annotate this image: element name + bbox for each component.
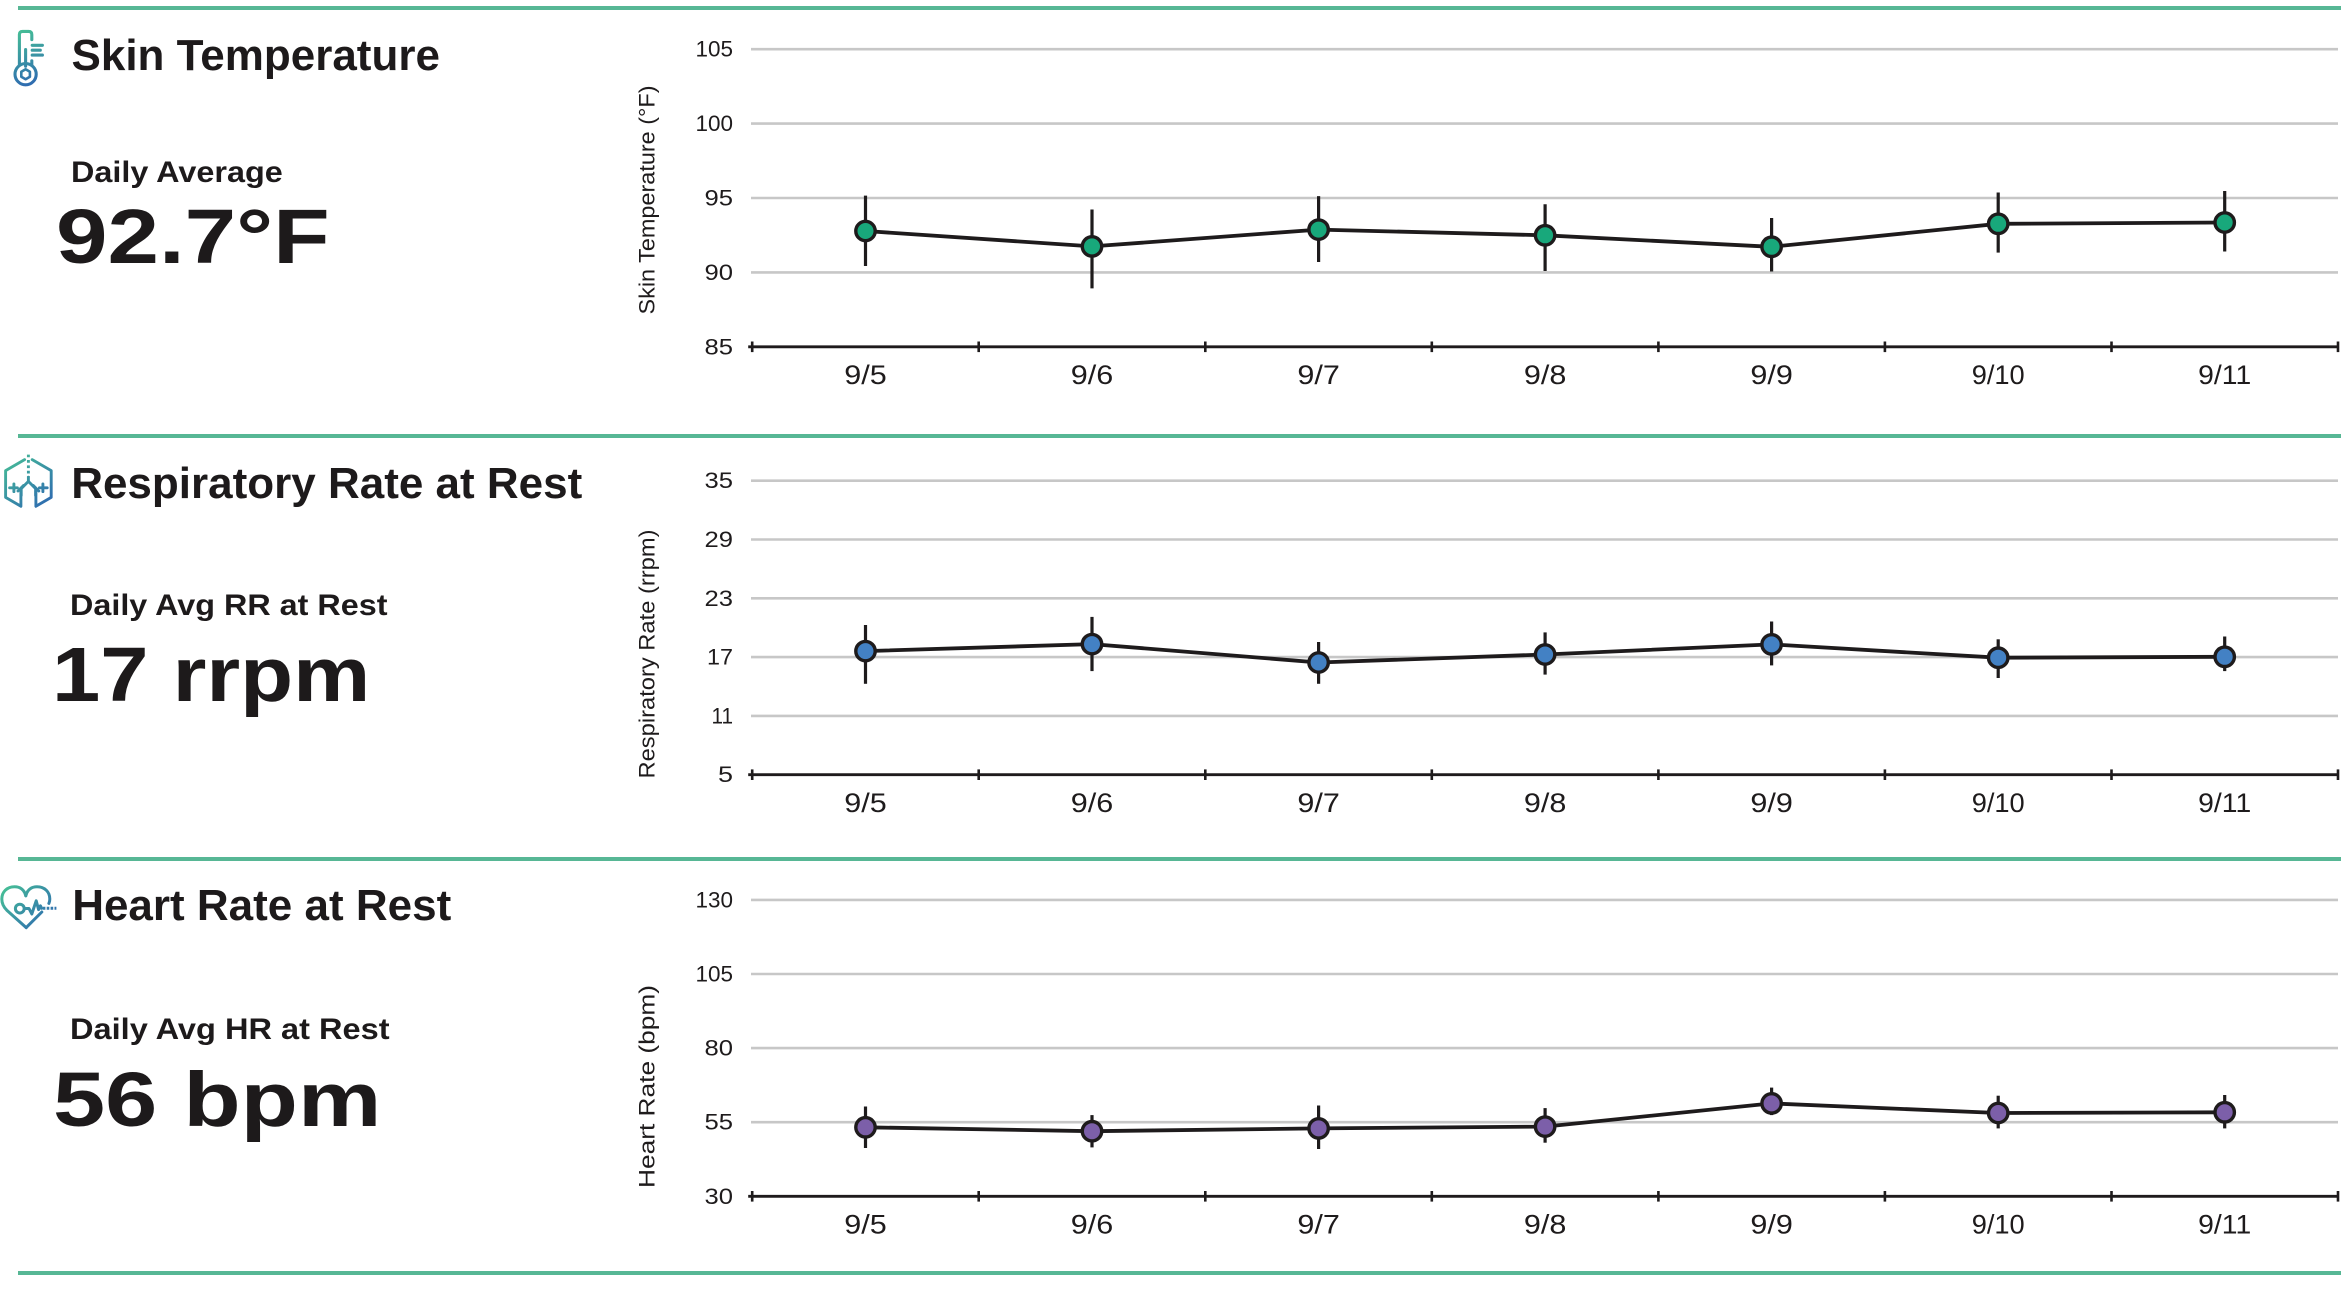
svg-text:9/8: 9/8 <box>1524 360 1567 390</box>
svg-text:9/5: 9/5 <box>844 360 887 390</box>
svg-text:9/6: 9/6 <box>1071 788 1114 818</box>
svg-text:105: 105 <box>696 37 734 62</box>
svg-text:9/7: 9/7 <box>1297 1210 1340 1240</box>
svg-text:9/11: 9/11 <box>2198 360 2251 390</box>
svg-text:23: 23 <box>705 586 734 611</box>
svg-text:5: 5 <box>718 762 733 787</box>
svg-text:9/10: 9/10 <box>1972 360 2025 390</box>
svg-text:30: 30 <box>705 1184 734 1209</box>
svg-text:Respiratory Rate (rrpm): Respiratory Rate (rrpm) <box>635 530 660 779</box>
svg-text:9/6: 9/6 <box>1071 1210 1114 1240</box>
svg-text:9/5: 9/5 <box>844 1210 887 1240</box>
svg-text:100: 100 <box>696 111 734 136</box>
svg-text:9/7: 9/7 <box>1297 788 1340 818</box>
svg-text:80: 80 <box>705 1036 734 1061</box>
svg-text:95: 95 <box>705 186 734 211</box>
svg-text:11: 11 <box>712 703 734 728</box>
svg-text:29: 29 <box>705 527 734 552</box>
svg-text:85: 85 <box>705 334 734 359</box>
svg-text:9/7: 9/7 <box>1297 360 1340 390</box>
svg-text:9/6: 9/6 <box>1071 360 1114 390</box>
svg-text:9/9: 9/9 <box>1750 1210 1793 1240</box>
svg-text:35: 35 <box>705 468 734 493</box>
svg-text:9/8: 9/8 <box>1524 1210 1567 1240</box>
svg-text:9/10: 9/10 <box>1972 1210 2025 1240</box>
svg-text:55: 55 <box>705 1110 734 1135</box>
svg-text:9/9: 9/9 <box>1750 788 1793 818</box>
svg-text:Heart Rate (bpm): Heart Rate (bpm) <box>635 985 660 1188</box>
svg-text:17: 17 <box>707 645 733 670</box>
svg-text:9/11: 9/11 <box>2198 788 2251 818</box>
svg-text:130: 130 <box>696 887 734 912</box>
svg-text:9/8: 9/8 <box>1524 788 1567 818</box>
svg-text:90: 90 <box>705 260 734 285</box>
svg-text:9/9: 9/9 <box>1750 360 1793 390</box>
svg-text:105: 105 <box>696 962 734 987</box>
svg-text:9/10: 9/10 <box>1972 788 2025 818</box>
svg-text:9/11: 9/11 <box>2198 1210 2251 1240</box>
svg-text:9/5: 9/5 <box>844 788 887 818</box>
svg-text:Skin Temperature (°F): Skin Temperature (°F) <box>635 86 660 315</box>
